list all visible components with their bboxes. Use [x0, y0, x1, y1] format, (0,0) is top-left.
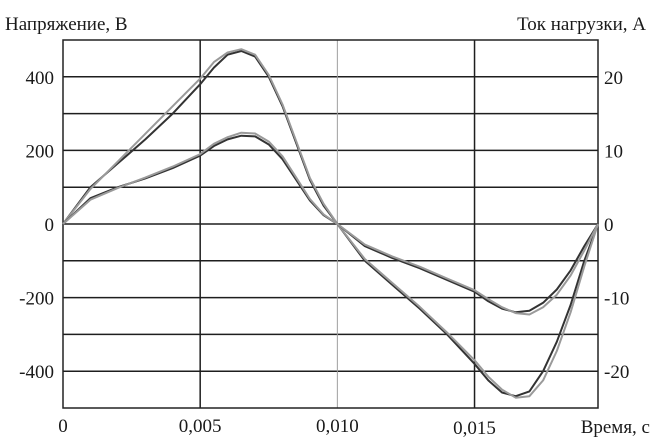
series-group	[62, 48, 599, 399]
series-line-voltage-model	[62, 48, 599, 399]
y-left-tick-label: 0	[45, 215, 55, 236]
x-tick-label: 0,010	[316, 416, 359, 437]
y-left-tick-label: 400	[26, 68, 55, 89]
y-left-tick-label: -400	[19, 362, 54, 383]
y-left-axis-label: Напряжение, В	[5, 14, 128, 35]
y-left-tick-label: -200	[19, 289, 54, 310]
series-line-current-model	[62, 131, 599, 316]
x-axis-label: Время, с	[581, 417, 650, 438]
x-tick-label: 0,005	[179, 416, 222, 437]
x-tick-label: 0	[58, 416, 68, 437]
y-right-tick-label: 20	[604, 68, 623, 89]
y-right-tick-label: 0	[604, 215, 614, 236]
x-tick-label: 0,015	[453, 418, 496, 439]
y-right-axis-label: Ток нагрузки, А	[517, 14, 646, 35]
y-right-tick-label: -10	[604, 289, 629, 310]
y-left-tick-label: 200	[26, 141, 55, 162]
grid	[63, 40, 598, 408]
y-right-tick-label: 10	[604, 141, 623, 162]
y-right-tick-label: -20	[604, 362, 629, 383]
